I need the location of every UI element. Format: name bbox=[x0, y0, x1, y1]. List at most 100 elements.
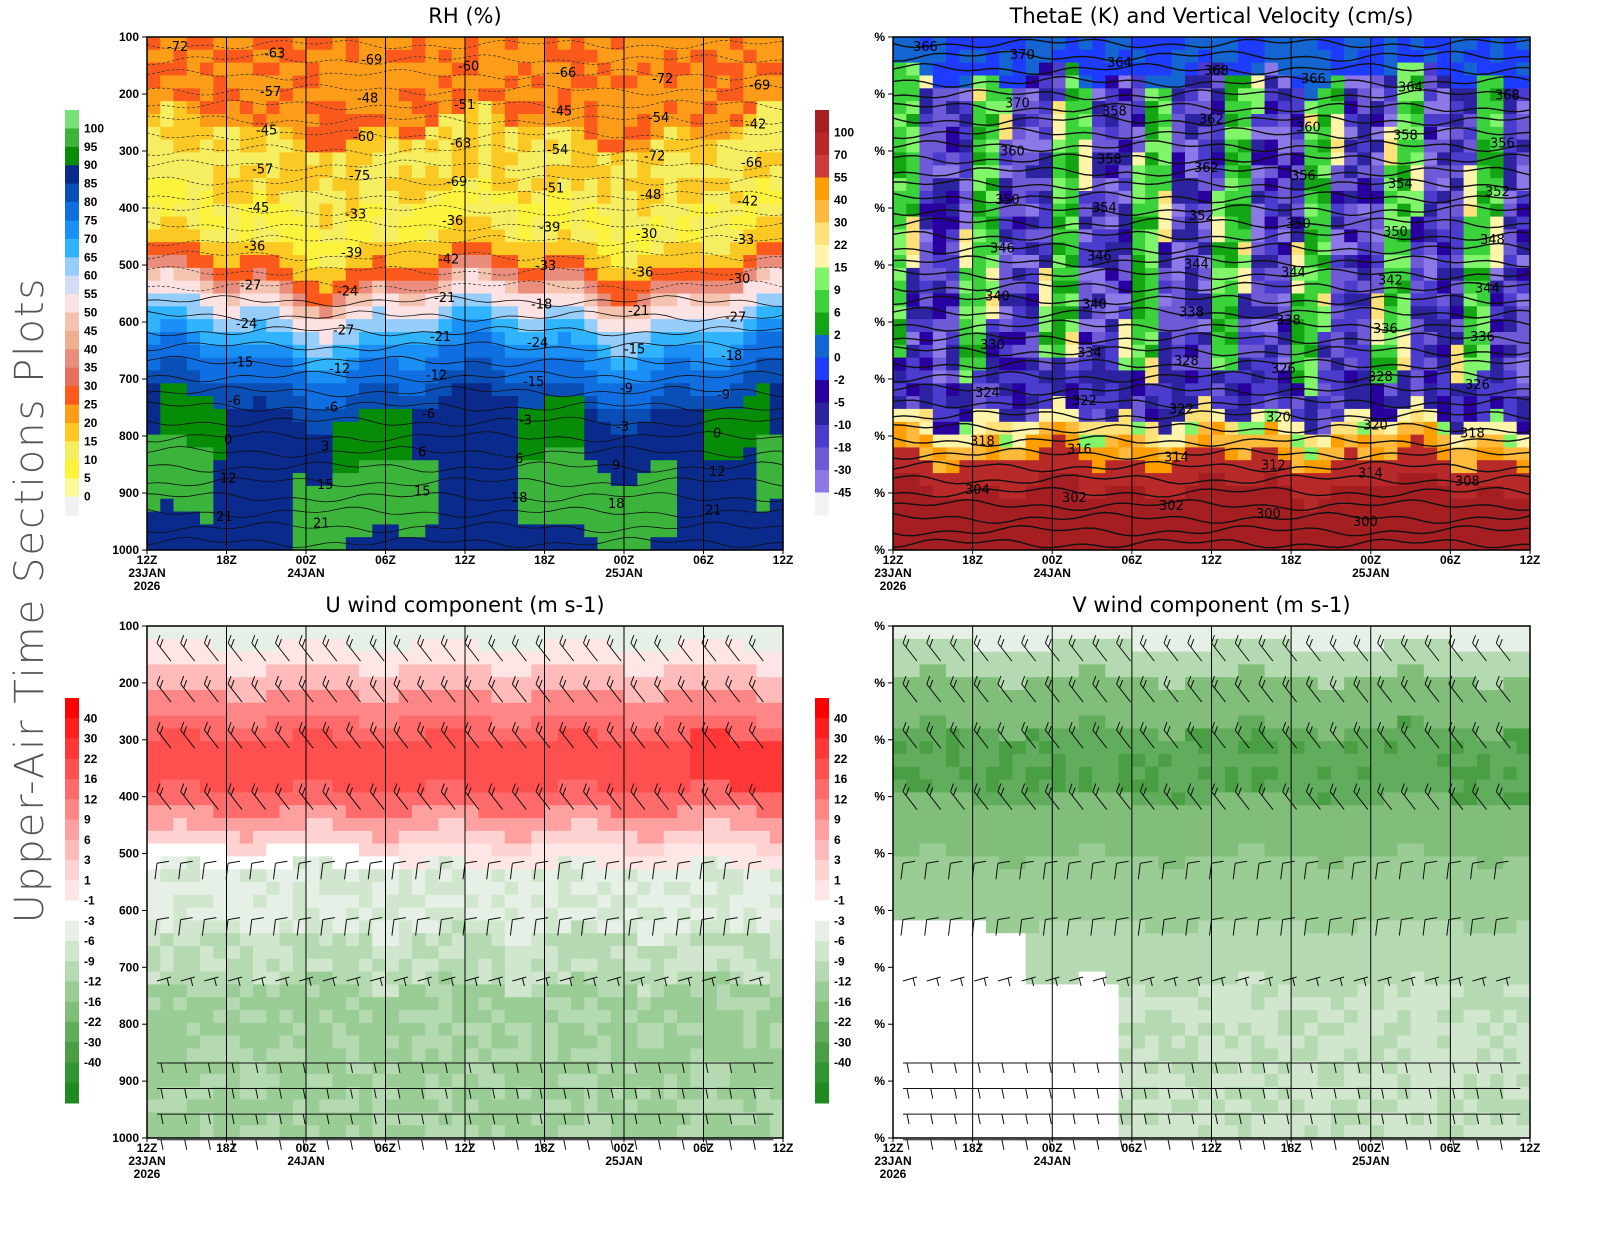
field-cell bbox=[1317, 537, 1332, 551]
field-cell bbox=[345, 766, 360, 781]
field-cell bbox=[279, 856, 294, 870]
field-cell bbox=[1450, 408, 1465, 423]
field-cell bbox=[504, 370, 519, 384]
field-cell bbox=[531, 293, 546, 307]
field-cell bbox=[531, 447, 546, 461]
field-cell bbox=[1052, 88, 1067, 102]
field-cell bbox=[200, 958, 214, 973]
field-cell bbox=[1264, 178, 1279, 192]
field-cell bbox=[1450, 447, 1465, 461]
field-cell bbox=[893, 537, 907, 551]
field-cell bbox=[1277, 537, 1292, 551]
field-cell bbox=[372, 1010, 387, 1024]
field-cell bbox=[1238, 75, 1252, 89]
field-cell bbox=[1463, 357, 1478, 371]
field-cell bbox=[959, 537, 974, 551]
field-cell bbox=[451, 267, 466, 282]
field-cell bbox=[946, 75, 960, 89]
colorbar-label: -18 bbox=[834, 441, 852, 455]
contour-label: -54 bbox=[648, 111, 669, 126]
field-cell bbox=[1105, 537, 1120, 551]
field-cell bbox=[491, 216, 506, 230]
field-cell bbox=[946, 485, 960, 500]
field-cell bbox=[173, 830, 188, 845]
field-cell bbox=[292, 306, 307, 320]
field-cell bbox=[1357, 408, 1372, 423]
field-cell bbox=[292, 651, 307, 665]
field-cell bbox=[266, 101, 281, 115]
field-cell bbox=[531, 421, 546, 436]
field-cell bbox=[610, 498, 625, 513]
field-cell bbox=[385, 984, 400, 998]
field-cell bbox=[518, 178, 532, 192]
x-tick-label: 12Z bbox=[1520, 553, 1541, 567]
field-cell bbox=[531, 319, 546, 333]
field-cell bbox=[451, 37, 466, 51]
field-cell bbox=[690, 152, 705, 166]
field-cell bbox=[906, 306, 921, 320]
field-cell bbox=[385, 741, 400, 755]
field-cell bbox=[518, 126, 532, 141]
field-cell bbox=[306, 626, 320, 640]
field-cell bbox=[359, 114, 373, 128]
field-cell bbox=[584, 460, 599, 474]
field-cell bbox=[226, 319, 241, 333]
field-cell bbox=[743, 229, 758, 243]
field-cell bbox=[1384, 319, 1398, 333]
field-cell bbox=[266, 894, 281, 909]
field-cell bbox=[266, 677, 281, 691]
field-cell bbox=[1171, 267, 1186, 282]
colorbar-swatch bbox=[815, 380, 829, 403]
field-cell bbox=[147, 715, 161, 729]
field-cell bbox=[557, 139, 572, 153]
field-cell bbox=[266, 1010, 281, 1024]
field-cell bbox=[160, 62, 175, 76]
field-cell bbox=[438, 242, 453, 256]
field-cell bbox=[650, 216, 665, 230]
field-cell bbox=[518, 242, 532, 256]
field-cell bbox=[1277, 178, 1292, 192]
field-cell bbox=[332, 332, 347, 346]
field-cell bbox=[690, 460, 705, 474]
field-cell bbox=[730, 126, 744, 141]
field-cell bbox=[1039, 37, 1053, 51]
field-cell bbox=[504, 460, 519, 474]
field-cell bbox=[173, 984, 188, 998]
field-cell bbox=[478, 280, 493, 295]
contour-label: 302 bbox=[1062, 491, 1087, 506]
field-cell bbox=[200, 332, 214, 346]
field-cell bbox=[1264, 344, 1279, 359]
field-cell bbox=[279, 1099, 294, 1113]
field-cell bbox=[1357, 344, 1372, 359]
field-cell bbox=[999, 152, 1014, 166]
field-cell bbox=[226, 1035, 241, 1049]
field-cell bbox=[1092, 101, 1106, 115]
field-cell bbox=[292, 344, 307, 359]
contour-label: 0 bbox=[224, 433, 232, 448]
field-cell bbox=[1344, 139, 1359, 153]
field-cell bbox=[359, 664, 373, 678]
field-cell bbox=[1397, 101, 1412, 115]
colorbar-label: 9 bbox=[834, 283, 841, 297]
field-cell bbox=[1423, 49, 1438, 64]
field-cell bbox=[959, 178, 974, 192]
colorbar-swatch bbox=[815, 335, 829, 358]
field-cell bbox=[491, 344, 506, 359]
field-cell bbox=[1078, 511, 1093, 525]
field-cell bbox=[1291, 306, 1305, 320]
field-cell bbox=[1131, 344, 1146, 359]
field-cell bbox=[491, 421, 506, 436]
contour-label: -18 bbox=[721, 349, 742, 364]
field-cell bbox=[1490, 62, 1505, 76]
field-cell bbox=[597, 473, 612, 487]
field-cell bbox=[756, 370, 771, 384]
field-cell bbox=[385, 178, 400, 192]
field-cell bbox=[769, 114, 784, 128]
field-cell bbox=[253, 434, 267, 448]
field-cell bbox=[213, 190, 228, 205]
field-cell bbox=[213, 178, 228, 192]
field-cell bbox=[332, 984, 347, 998]
field-cell bbox=[769, 485, 784, 500]
field-cell bbox=[571, 88, 585, 102]
contour-label: -66 bbox=[555, 66, 576, 81]
